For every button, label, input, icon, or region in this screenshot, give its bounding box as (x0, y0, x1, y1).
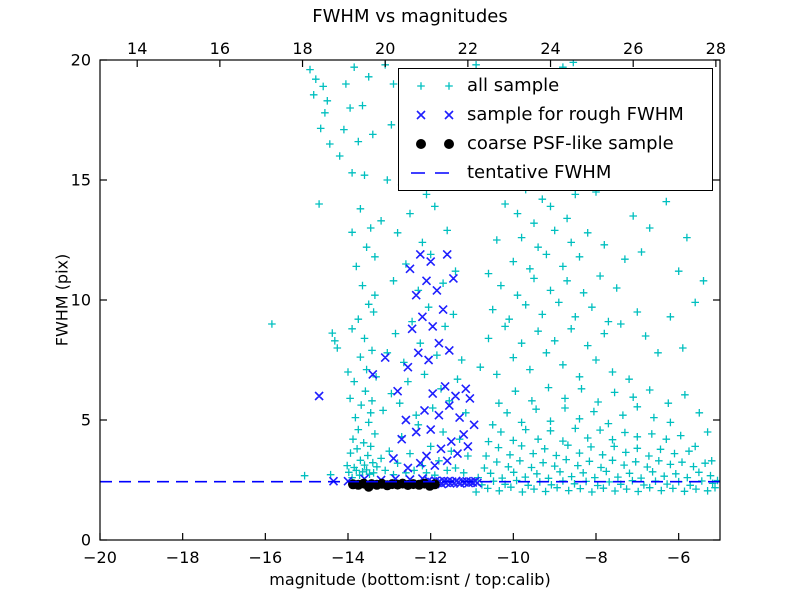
chart-title: FWHM vs magnitudes (312, 6, 508, 27)
legend-label: all sample (467, 75, 560, 97)
x-tick-label: −20 (83, 548, 117, 567)
legend: all sample sample for rough FWHM coarse … (398, 68, 713, 191)
psf-sample-dot (429, 479, 440, 490)
top-tick-label: 16 (210, 39, 230, 58)
x-axis-label: magnitude (bottom:isnt / top:calib) (269, 570, 551, 589)
legend-label: sample for rough FWHM (467, 104, 684, 126)
legend-label: coarse PSF-like sample (467, 132, 674, 154)
legend-item-psf-sample: coarse PSF-like sample (407, 132, 708, 154)
top-tick-label: 24 (540, 39, 560, 58)
y-tick-label: 10 (71, 291, 91, 310)
x-tick-label: −14 (331, 548, 365, 567)
x-tick-label: −16 (248, 548, 282, 567)
rough-fwhm-markers (314, 249, 482, 489)
x-marker-icon (416, 110, 454, 120)
dashed-line-icon (411, 171, 458, 174)
top-tick-label: 22 (458, 39, 478, 58)
dot-marker-icon (416, 138, 454, 149)
y-tick-label: 15 (71, 171, 91, 190)
x-tick-label: −12 (414, 548, 448, 567)
x-tick-label: −8 (584, 548, 608, 567)
top-tick-label: 26 (623, 39, 643, 58)
top-tick-label: 18 (292, 39, 312, 58)
legend-label: tentative FWHM (467, 161, 612, 183)
series-layer (100, 60, 720, 496)
top-tick-label: 28 (706, 39, 726, 58)
x-tick-label: −10 (496, 548, 530, 567)
x-tick-label: −18 (166, 548, 200, 567)
top-tick-label: 20 (375, 39, 395, 58)
legend-item-all-sample: all sample (407, 76, 708, 96)
legend-item-tentative-fwhm: tentative FWHM (407, 161, 708, 183)
top-tick-label: 14 (127, 39, 147, 58)
y-axis-label: FWHM (pix) (52, 253, 72, 347)
x-tick-label: −6 (667, 548, 691, 567)
plus-marker-icon (417, 82, 453, 91)
y-tick-label: 0 (81, 531, 91, 550)
y-tick-label: 5 (81, 411, 91, 430)
y-tick-label: 20 (71, 51, 91, 70)
legend-item-rough-fwhm: sample for rough FWHM (407, 105, 708, 125)
